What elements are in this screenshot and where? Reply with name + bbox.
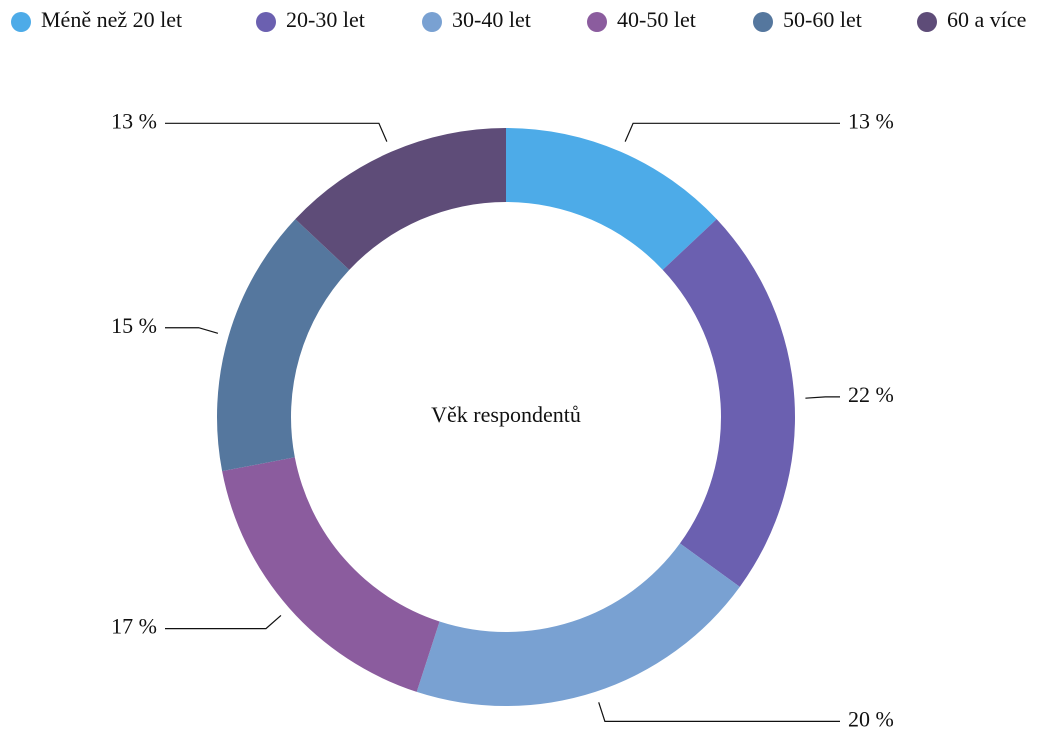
legend-label: 30-40 let <box>452 7 531 32</box>
donut-slice <box>506 128 717 270</box>
legend-label: 40-50 let <box>617 7 696 32</box>
legend-marker <box>587 12 607 32</box>
data-label: 22 % <box>848 382 894 407</box>
leader-line <box>165 122 388 142</box>
data-label: 13 % <box>111 108 157 133</box>
donut-slice <box>662 219 796 587</box>
leader-line <box>165 327 219 334</box>
data-label: 15 % <box>111 313 157 338</box>
legend-label: Méně než 20 let <box>41 7 182 32</box>
legend-label: 60 a více <box>947 7 1026 32</box>
legend-marker <box>917 12 937 32</box>
data-label: 17 % <box>111 614 157 639</box>
donut-slice <box>295 128 506 270</box>
legend-marker <box>753 12 773 32</box>
data-label: 20 % <box>848 706 894 731</box>
leader-line <box>165 614 282 630</box>
donut-slice <box>222 457 440 692</box>
legend-label: 50-60 let <box>783 7 862 32</box>
legend-marker <box>11 12 31 32</box>
leader-line <box>624 122 840 142</box>
leader-line <box>598 702 840 722</box>
chart-title: Věk respondentů <box>431 402 581 427</box>
donut-slice <box>217 219 350 472</box>
data-label: 13 % <box>848 108 894 133</box>
legend-marker <box>256 12 276 32</box>
donut-slice <box>416 543 740 706</box>
legend-marker <box>422 12 442 32</box>
legend-label: 20-30 let <box>286 7 365 32</box>
leader-line <box>805 396 840 399</box>
